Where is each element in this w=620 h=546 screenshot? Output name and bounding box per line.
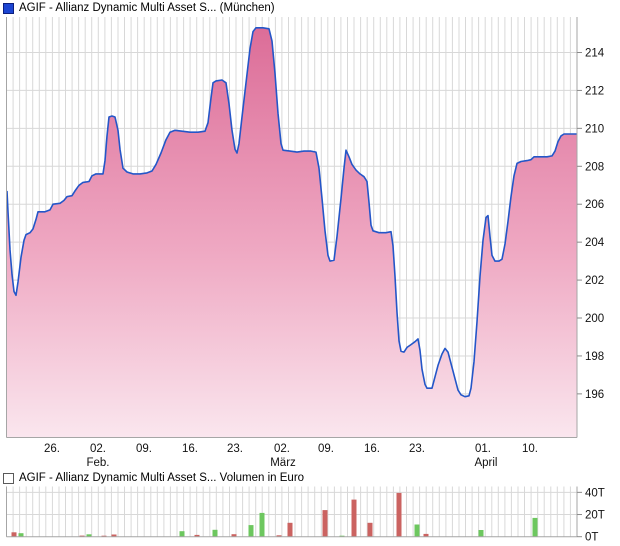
- volume-bar: [351, 499, 357, 537]
- volume-bar: [396, 492, 402, 537]
- volume-series-square-icon: [3, 472, 14, 484]
- month-label: Feb.: [86, 457, 109, 469]
- price-y-tick-label: 204: [585, 237, 605, 249]
- price-y-tick-label: 200: [585, 313, 604, 325]
- volume-bar: [478, 530, 484, 537]
- volume-y-tick-label: 40T: [585, 487, 605, 499]
- month-label: März: [270, 457, 296, 469]
- price-y-tick-label: 206: [585, 199, 604, 211]
- price-chart-header: AGIF - Allianz Dynamic Multi Asset S... …: [3, 2, 275, 14]
- volume-bar: [111, 534, 117, 537]
- price-y-tick-label: 196: [585, 389, 604, 401]
- volume-bar: [414, 524, 420, 537]
- price-x-tick-label: 02.: [274, 443, 290, 455]
- volume-bar: [322, 510, 328, 537]
- price-x-tick-label: 10.: [522, 443, 538, 455]
- volume-bar: [248, 525, 254, 537]
- price-x-tick-label: 16.: [364, 443, 380, 455]
- volume-bar: [532, 517, 538, 537]
- volume-chart-header: AGIF - Allianz Dynamic Multi Asset S... …: [3, 472, 304, 484]
- price-x-tick-label: 23.: [409, 443, 425, 455]
- volume-bar: [287, 522, 293, 537]
- y-tick-marks: [577, 52, 582, 395]
- volume-bars: [11, 492, 538, 537]
- price-x-tick-label: 26.: [44, 443, 60, 455]
- price-y-tick-label: 198: [585, 351, 604, 363]
- price-x-tick-label: 09.: [318, 443, 334, 455]
- volume-bar: [212, 529, 218, 537]
- volume-bar: [423, 533, 429, 537]
- price-x-tick-label: 23.: [227, 443, 243, 455]
- volume-y-tick-label: 0T: [585, 532, 598, 544]
- price-x-tick-label: 09.: [136, 443, 152, 455]
- volume-bar: [18, 533, 24, 537]
- price-y-tick-label: 210: [585, 123, 604, 135]
- volume-bar: [231, 534, 237, 537]
- month-label: April: [474, 457, 497, 469]
- price-x-tick-label: 02.: [90, 443, 106, 455]
- volume-bar: [276, 535, 282, 537]
- axis-lines: [6, 17, 578, 538]
- price-x-tick-label: 01.: [475, 443, 491, 455]
- volume-bar: [79, 535, 85, 537]
- price-series-square-icon: [3, 2, 14, 14]
- volume-bar: [86, 534, 92, 537]
- price-y-tick-label: 202: [585, 275, 604, 287]
- price-y-tick-label: 214: [585, 48, 605, 60]
- price-x-tick-label: 16.: [182, 443, 198, 455]
- price-chart-title: AGIF - Allianz Dynamic Multi Asset S... …: [19, 2, 275, 14]
- volume-bar: [11, 532, 17, 537]
- volume-bar: [194, 534, 200, 537]
- price-area-fill: [7, 27, 577, 438]
- volume-bar: [367, 522, 373, 537]
- volume-bar: [179, 531, 185, 537]
- volume-y-tick-label: 20T: [585, 510, 605, 522]
- price-y-tick-label: 212: [585, 85, 604, 97]
- volume-chart-title: AGIF - Allianz Dynamic Multi Asset S... …: [19, 472, 305, 484]
- price-y-tick-label: 208: [585, 161, 604, 173]
- volume-bar: [259, 512, 265, 537]
- price-line: [6, 27, 577, 398]
